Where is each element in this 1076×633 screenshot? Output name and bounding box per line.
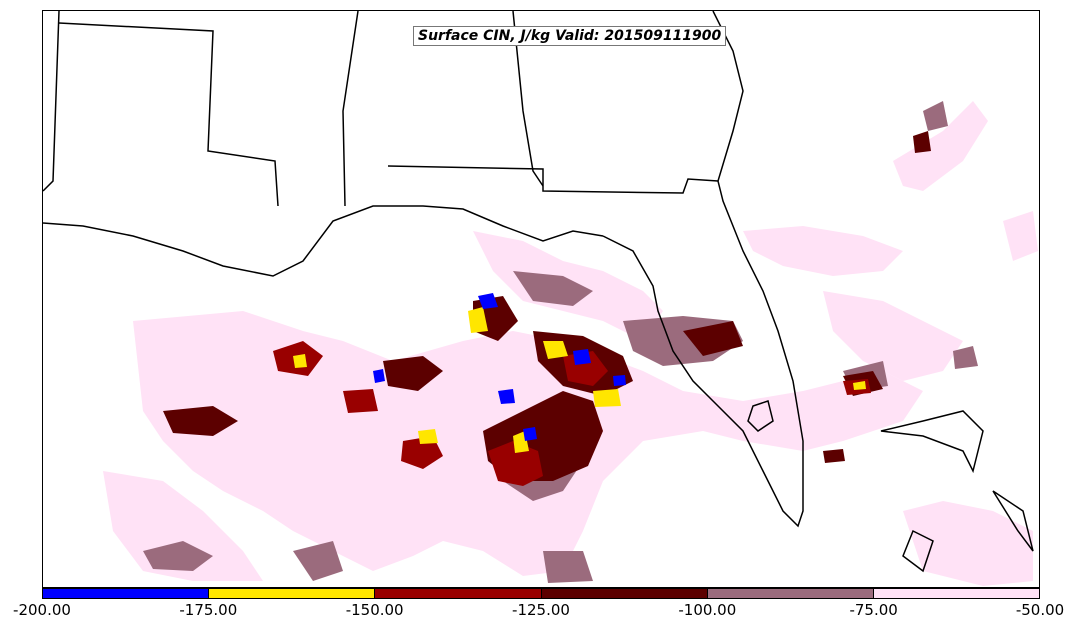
map-title: Surface CIN, J/kg Valid: 201509111900 — [413, 26, 727, 46]
cin-map — [43, 11, 1038, 586]
cin-yellow-regions — [293, 307, 866, 453]
lake-okeechobee — [747, 400, 774, 432]
florida-peninsula — [602, 11, 804, 528]
state-border-ms-al — [342, 11, 359, 207]
colorbar-segment — [374, 589, 541, 598]
small-island — [902, 529, 934, 573]
state-border-al-ga — [512, 11, 544, 187]
state-border-la-ms — [58, 22, 279, 207]
colorbar-tick-label: -75.00 — [849, 601, 898, 619]
colorbar — [42, 588, 1040, 599]
coastlines-and-borders — [43, 11, 1034, 573]
colorbar-tick-label: -175.00 — [179, 601, 238, 619]
cin-blue-regions — [373, 293, 626, 441]
gulf-coast-la — [43, 205, 604, 277]
colorbar-tick-label: -50.00 — [1015, 601, 1065, 619]
state-border-al-fl — [387, 165, 719, 194]
colorbar-segment — [872, 589, 1040, 598]
map-area[interactable]: Surface CIN, J/kg Valid: 201509111900 — [42, 10, 1040, 588]
colorbar-tick-label: -125.00 — [512, 601, 570, 619]
cuba-coast — [880, 410, 984, 474]
state-border-ar-la — [43, 11, 60, 192]
colorbar-tick-label: -100.00 — [678, 601, 737, 619]
colorbar-tick-label: -200.00 — [13, 601, 71, 619]
bahamas-island — [992, 490, 1034, 552]
colorbar-segment — [540, 589, 707, 598]
colorbar-segment — [208, 589, 375, 598]
colorbar-tick-label: -150.00 — [345, 601, 404, 619]
colorbar-segment — [43, 589, 209, 598]
colorbar-segment — [706, 589, 873, 598]
